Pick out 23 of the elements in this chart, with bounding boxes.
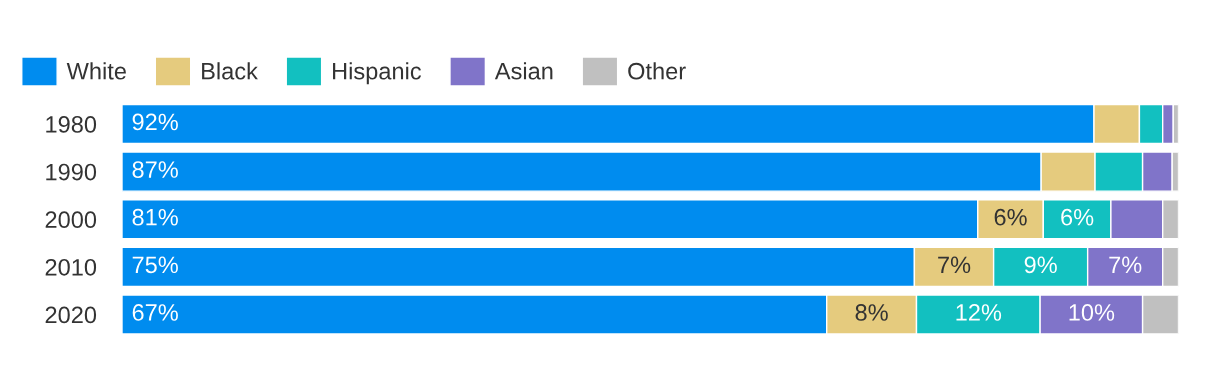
legend-label: Other — [628, 62, 686, 80]
data-label: 7% — [938, 256, 971, 274]
data-label: 6% — [1061, 208, 1094, 226]
data-label: 9% — [1024, 256, 1057, 274]
data-label: 8% — [855, 304, 888, 321]
data-label: 87% — [132, 161, 178, 178]
legend-label: Asian — [494, 62, 553, 80]
data-label: 10% — [1069, 304, 1115, 321]
legend-label: White — [66, 62, 126, 80]
data-label: 67% — [132, 304, 178, 321]
y-tick-label: 2000 — [45, 211, 97, 229]
data-label: 92% — [132, 113, 178, 131]
y-tick-label: 2020 — [45, 306, 97, 324]
y-tick-label: 1980 — [46, 116, 97, 133]
data-label: 75% — [132, 256, 178, 274]
data-label: 6% — [994, 208, 1027, 226]
legend-label: Hispanic — [333, 62, 422, 85]
y-tick-label: 1990 — [46, 163, 97, 181]
y-tick-label: 2010 — [45, 258, 97, 276]
data-label: 12% — [956, 304, 1002, 321]
data-label: 7% — [1109, 256, 1142, 274]
legend-label: Black — [202, 62, 258, 80]
data-label: 81% — [132, 208, 178, 226]
